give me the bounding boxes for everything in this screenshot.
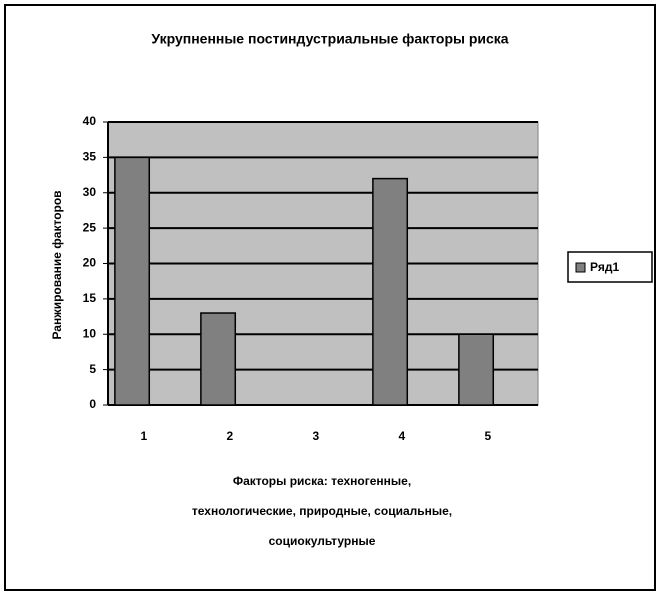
legend-swatch	[575, 262, 586, 273]
y-tick-label: 10	[83, 326, 97, 340]
y-tick-label: 0	[89, 397, 96, 411]
legend-label: Ряд1	[590, 260, 619, 274]
bar	[114, 156, 151, 406]
chart-title: Укрупненные постиндустриальные факторы р…	[151, 31, 508, 47]
x-tick-label: 2	[226, 429, 233, 443]
y-tick-label: 15	[83, 291, 97, 305]
y-tick-label: 30	[83, 185, 97, 199]
x-axis-label: социокультурные	[269, 534, 376, 548]
x-tick-label: 5	[484, 429, 491, 443]
x-axis-label: Факторы риска: техногенные,	[233, 474, 411, 488]
x-tick-label: 4	[398, 429, 405, 443]
y-tick-label: 35	[83, 150, 97, 164]
bar	[372, 177, 409, 406]
y-axis-label: Ранжирование факторов	[50, 190, 64, 339]
x-tick-label: 1	[140, 429, 147, 443]
y-tick-label: 20	[83, 256, 97, 270]
y-tick-label: 25	[83, 220, 97, 234]
bar	[200, 312, 237, 406]
y-tick-label: 5	[89, 362, 96, 376]
y-tick-label: 40	[83, 114, 97, 128]
x-tick-label: 3	[312, 429, 319, 443]
x-axis-label: технологические, природные, социальные,	[192, 504, 452, 518]
bar	[458, 333, 495, 406]
